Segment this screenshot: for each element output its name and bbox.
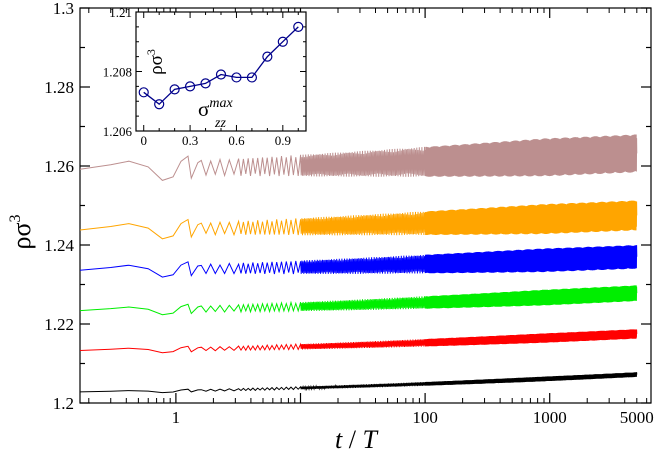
series-line-1 [80,372,638,394]
inset-y-tick-label: 1.206 [103,124,133,139]
inset-y-tick-label: 1.21 [109,5,132,20]
series-line-5 [80,200,638,240]
inset-y-axis-title-base: ρσ [146,55,167,75]
inset-frame [135,11,307,132]
x-tick-label: 1000 [533,408,567,427]
inset-data-point [246,72,258,83]
y-axis-title: ρσ3 [7,215,36,250]
inset-x-tick-label: 0.9 [275,133,291,148]
inset-x-axis-title-sigma: σ [198,97,209,121]
inset-data-point [293,21,304,32]
inset-data-point [154,99,165,110]
inset-y-axis-title-superscript: 3 [144,49,158,55]
inset-y-axis-title: ρσ3 [144,49,167,75]
inset-plot: 0 0.3 0.6 0.9 1.206 1.208 1.21 [103,5,307,148]
inset-series-line [143,26,299,106]
x-tick-label: 5000 [620,408,654,427]
inset-data-point [231,72,242,83]
series-line-2 [80,329,638,354]
main-plot: 1 100 1000 5000 1.2 1.22 1.24 1.26 1.28 1.3 [44,0,654,427]
inset-x-tick-label: 0.6 [228,133,245,148]
x-axis-title-slash: / [342,425,362,454]
y-tick-label: 1.2 [53,394,74,413]
x-axis-title-t: t [335,425,343,454]
y-tick-label: 1.26 [44,157,74,176]
inset-x-tick-label: 0 [140,133,147,148]
inset-data-point [138,87,149,98]
inset-data-point [215,69,227,80]
y-tick-label: 1.3 [53,0,74,18]
inset-x-axis-title: σmax zz [198,96,233,131]
y-axis-title-base: ρσ [7,223,36,250]
x-tick-label: 1 [172,408,181,427]
x-tick-label: 100 [412,408,438,427]
series-line-3 [80,285,638,316]
inset-data-point [262,51,273,62]
series-group [80,134,638,394]
inset-data-point [169,84,180,95]
inset-y-tick-label: 1.208 [103,65,132,80]
series-line-6 [80,134,638,181]
y-tick-label: 1.24 [44,236,74,255]
inset-data-point [200,78,211,89]
y-tick-label: 1.28 [44,78,74,97]
y-axis-title-superscript: 3 [7,215,24,223]
inset-data-point [277,36,288,47]
x-axis-title: t / T [335,425,378,454]
inset-x-axis-title-sub: zz [214,116,226,131]
inset-x-axis-title-sup: max [209,96,233,111]
inset-x-tick-label: 0.3 [182,133,198,148]
series-line-4 [80,245,638,278]
inset-data-point [184,81,196,92]
y-tick-label: 1.22 [44,315,74,334]
x-axis-title-T: T [363,425,379,454]
